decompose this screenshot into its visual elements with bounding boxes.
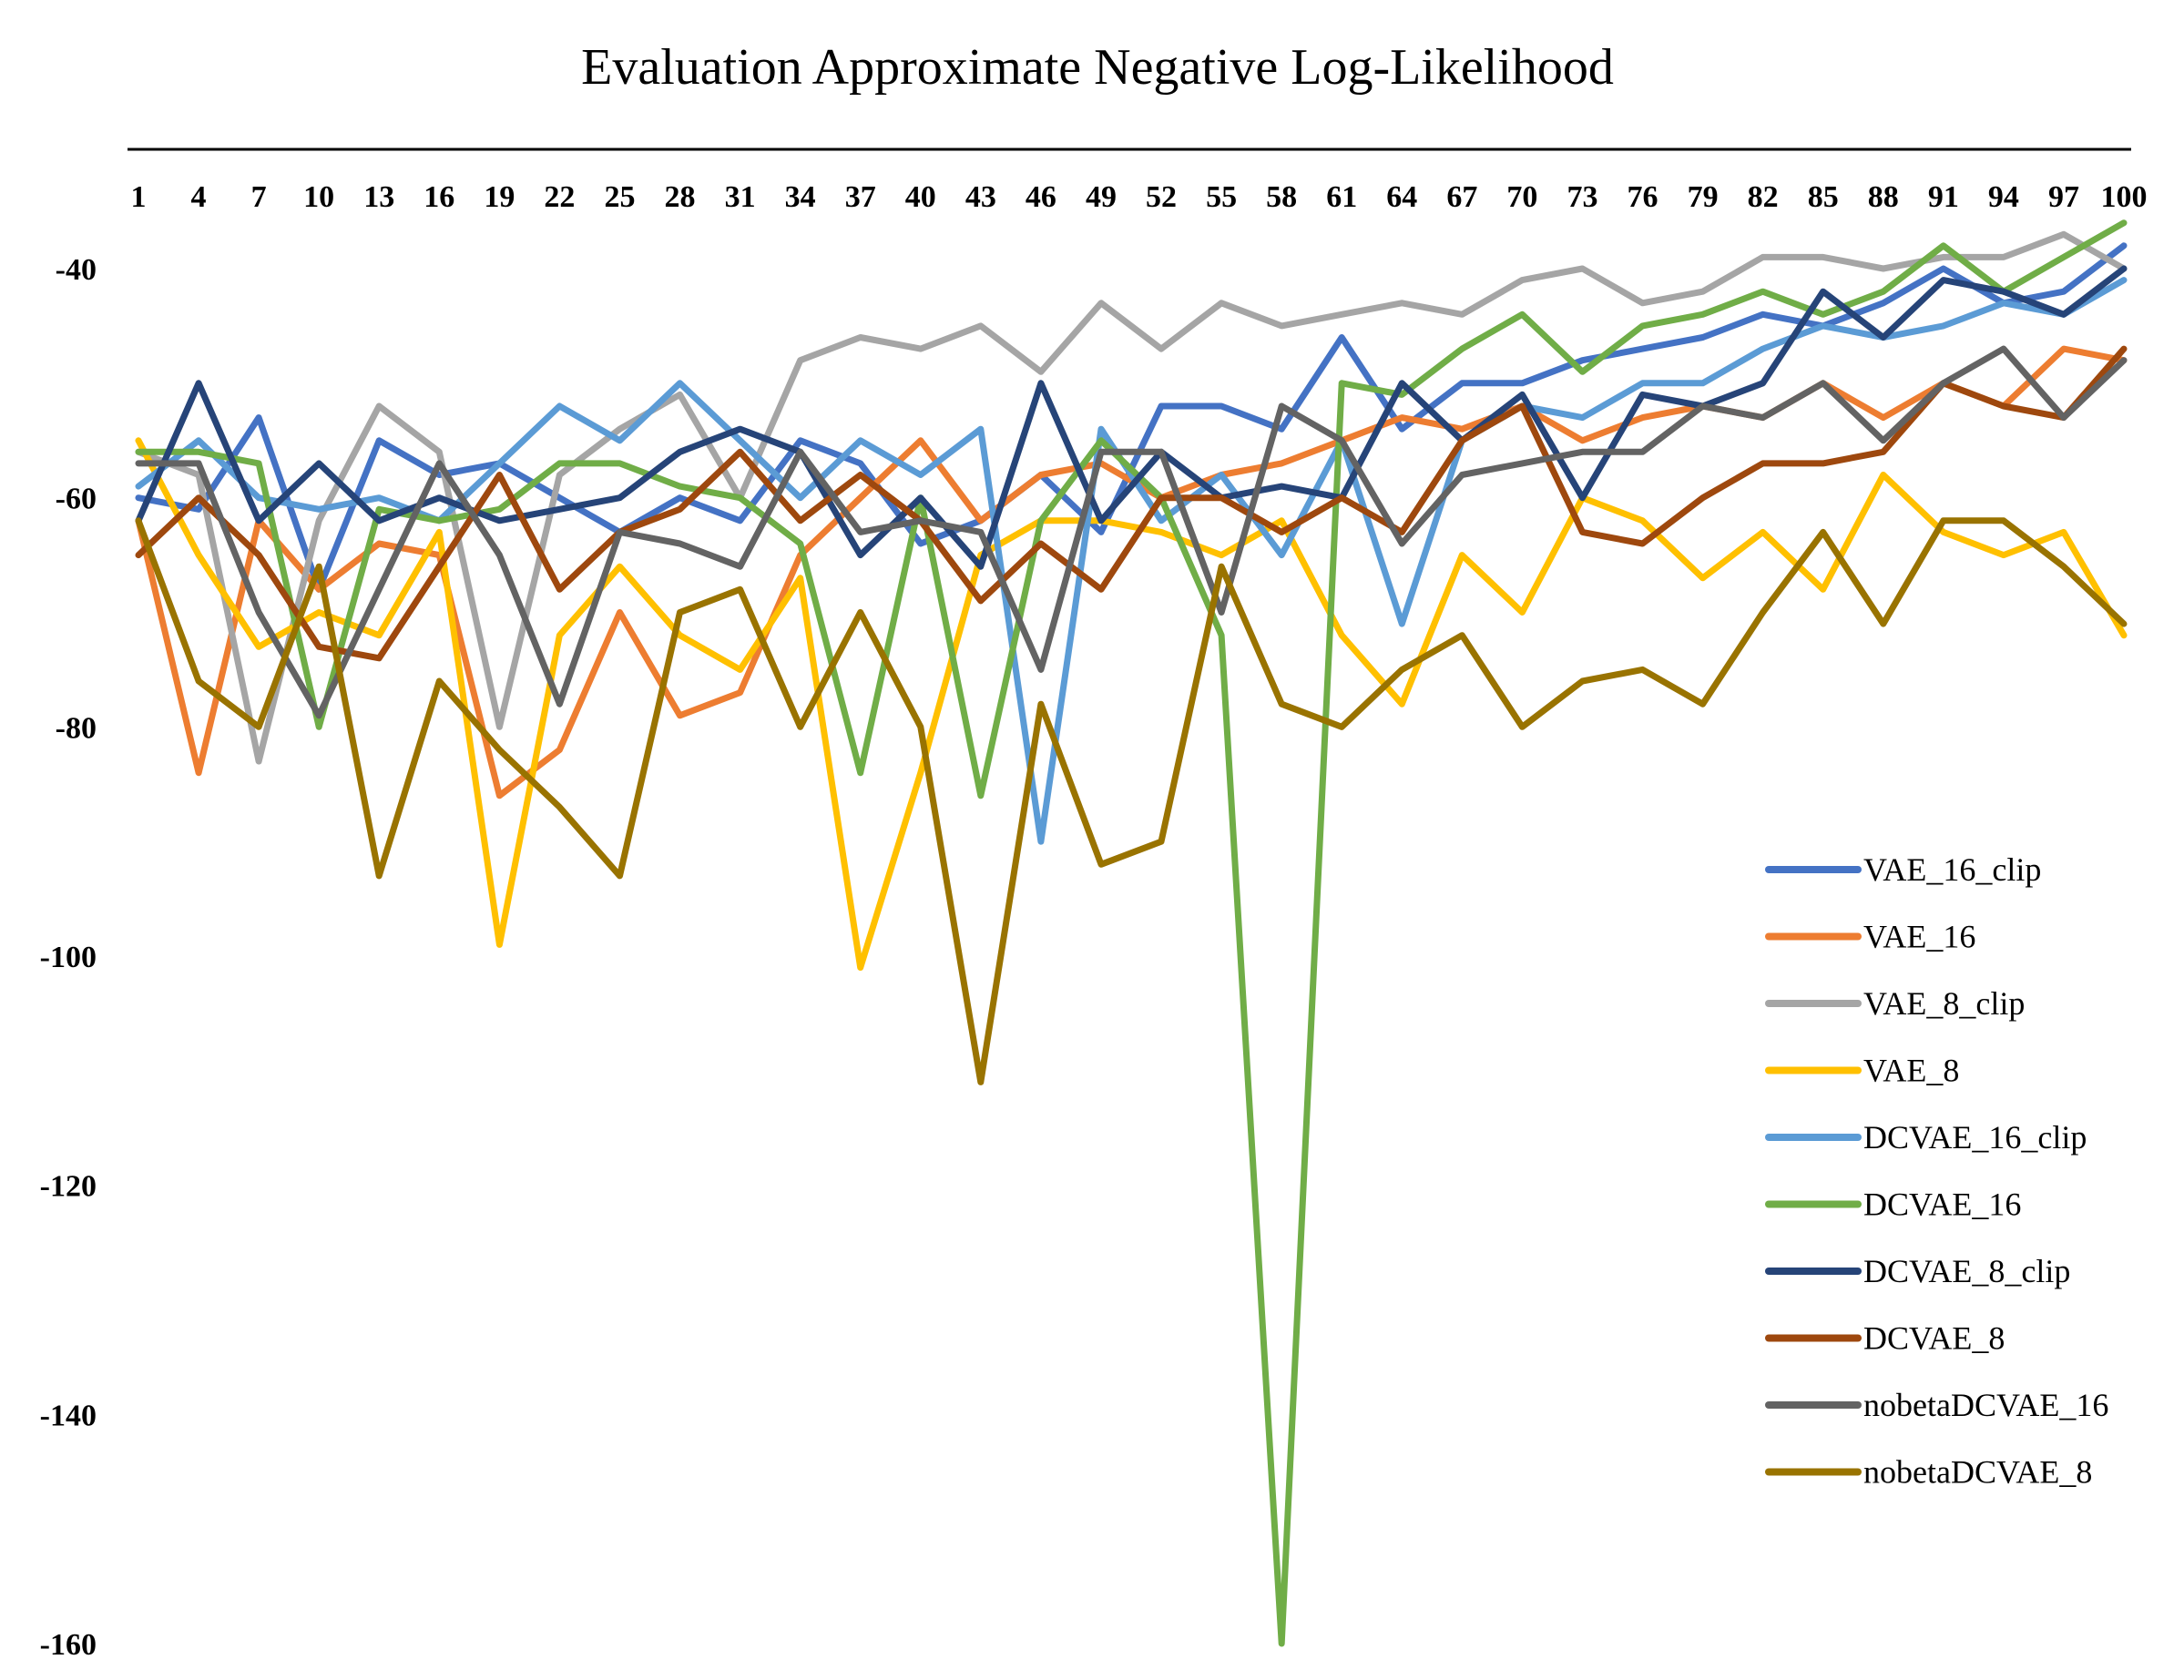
legend-item: VAE_8_clip [1765, 985, 2025, 1022]
x-tick-label: 25 [604, 180, 635, 214]
y-tick-labels: -40 -60 -80 -100 -120 -140 -160 [40, 253, 97, 1662]
x-tick-label: 22 [544, 180, 575, 214]
legend-label: VAE_8 [1863, 1053, 1959, 1089]
x-tick-label: 58 [1266, 180, 1297, 214]
series-line-nobetadcvae-16 [135, 345, 2128, 719]
x-tick-label: 7 [251, 180, 267, 214]
y-tick-label: -160 [40, 1628, 97, 1662]
series-line-vae-8-clip [135, 230, 2128, 765]
x-tick-label: 43 [965, 180, 996, 214]
legend-item: VAE_16 [1765, 919, 1975, 955]
legend-item: nobetaDCVAE_16 [1765, 1387, 2108, 1423]
series-line-dcvae-16-clip [135, 277, 2128, 845]
x-tick-label: 49 [1086, 180, 1117, 214]
x-tick-label: 19 [484, 180, 515, 214]
y-tick-label: -100 [40, 941, 97, 974]
x-tick-label: 61 [1326, 180, 1357, 214]
legend-item: VAE_8 [1765, 1053, 1959, 1089]
x-tick-label: 46 [1026, 180, 1056, 214]
x-tick-label: 10 [303, 180, 334, 214]
series-line-vae-8 [135, 437, 2128, 972]
x-tick-label: 4 [191, 180, 207, 214]
x-tick-label: 64 [1386, 180, 1417, 214]
y-tick-label: -80 [56, 711, 97, 745]
legend-label: nobetaDCVAE_16 [1863, 1387, 2108, 1423]
series-line-dcvae-8 [135, 345, 2128, 662]
x-tick-label: 34 [785, 180, 816, 214]
x-tick-label: 55 [1206, 180, 1237, 214]
x-tick-label: 1 [131, 180, 147, 214]
y-tick-label: -60 [56, 483, 97, 516]
legend-item: DCVAE_8_clip [1765, 1253, 2070, 1289]
x-tick-label: 76 [1628, 180, 1658, 214]
x-tick-label: 94 [1988, 180, 2019, 214]
x-tick-label: 28 [665, 180, 696, 214]
legend-label: VAE_16 [1863, 919, 1975, 955]
legend-label: nobetaDCVAE_8 [1863, 1454, 2092, 1491]
legend-item: DCVAE_8 [1765, 1320, 2005, 1357]
legend-item: DCVAE_16_clip [1765, 1119, 2087, 1156]
legend-label: DCVAE_16 [1863, 1186, 2021, 1223]
x-tick-label: 16 [424, 180, 454, 214]
y-tick-label: -140 [40, 1399, 97, 1432]
x-tick-label: 82 [1748, 180, 1779, 214]
x-tick-label: 85 [1808, 180, 1839, 214]
x-tick-label: 70 [1506, 180, 1537, 214]
x-tick-label: 40 [905, 180, 936, 214]
x-tick-label: 13 [363, 180, 394, 214]
x-tick-label: 97 [2048, 180, 2079, 214]
x-tick-label: 37 [845, 180, 876, 214]
series-lines [135, 219, 2128, 1647]
x-tick-label: 73 [1567, 180, 1597, 214]
legend-item: nobetaDCVAE_8 [1765, 1454, 2092, 1491]
series-line-nobetadcvae-8 [135, 517, 2128, 1085]
legend-item: VAE_16_clip [1765, 851, 2041, 888]
x-tick-label: 91 [1928, 180, 1959, 214]
x-tick-label: 52 [1146, 180, 1177, 214]
legend-label: DCVAE_8 [1863, 1320, 2005, 1357]
x-tick-labels: 1 4 7 10 13 16 19 22 25 28 31 34 37 40 43 46 49 52 55 58 61 6… [131, 180, 2148, 214]
legend: VAE_16_clip VAE_16 VAE_8_clip VAE_8 DCVAE_16… [1765, 851, 2108, 1491]
legend-label: DCVAE_16_clip [1863, 1119, 2087, 1156]
x-tick-label: 31 [725, 180, 756, 214]
legend-item: DCVAE_16 [1765, 1186, 2021, 1223]
x-tick-label: 79 [1688, 180, 1719, 214]
x-tick-label: 67 [1446, 180, 1477, 214]
y-tick-label: -120 [40, 1170, 97, 1204]
x-tick-label: 100 [2101, 180, 2148, 214]
legend-label: VAE_16_clip [1863, 851, 2041, 888]
chart-title: Evaluation Approximate Negative Log-Like… [581, 39, 1614, 96]
legend-label: DCVAE_8_clip [1863, 1253, 2070, 1289]
y-tick-label: -40 [56, 253, 97, 287]
legend-label: VAE_8_clip [1863, 985, 2025, 1022]
x-tick-label: 88 [1868, 180, 1899, 214]
